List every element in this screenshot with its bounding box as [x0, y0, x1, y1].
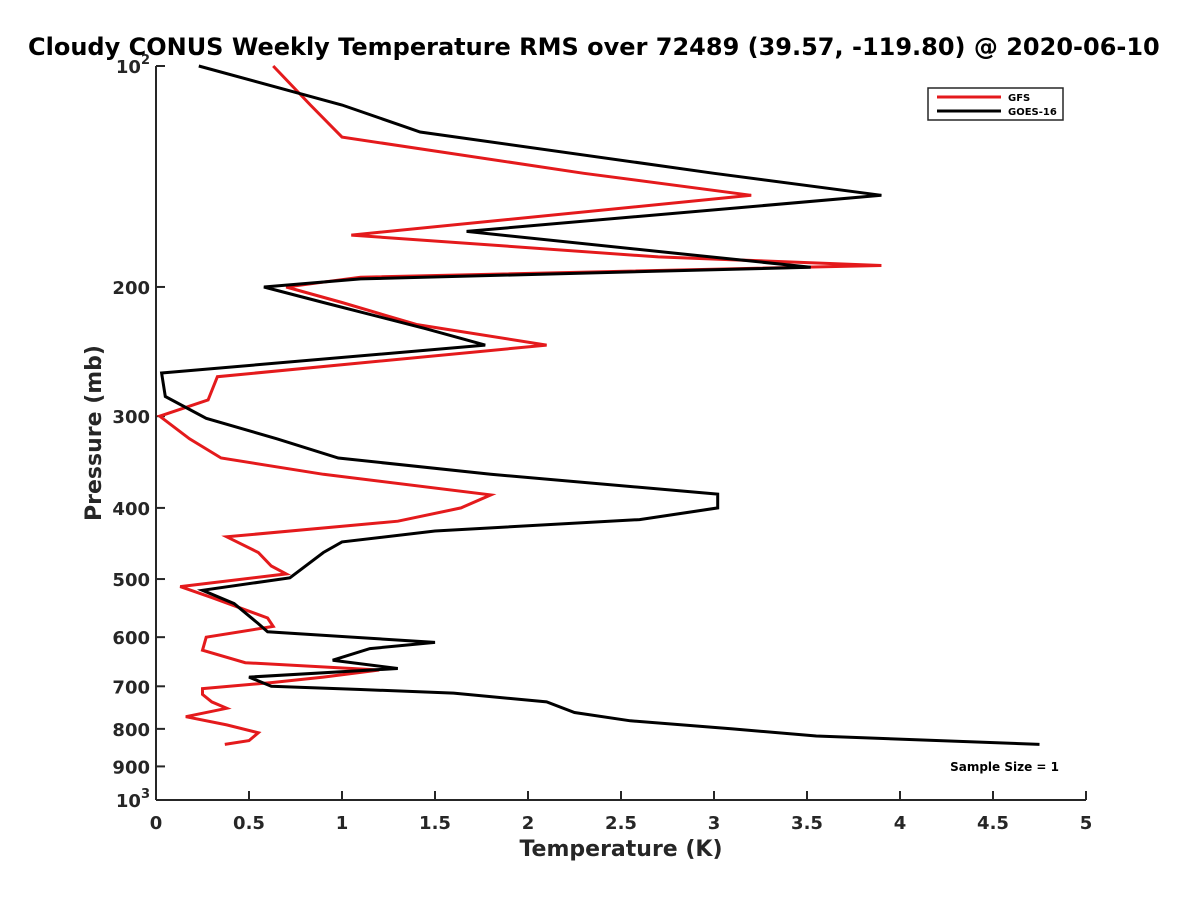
- x-tick-label: 2: [522, 813, 535, 834]
- plot-area: [155, 66, 1086, 801]
- y-axis-label: Pressure (mb): [82, 345, 107, 521]
- x-tick-label: 2.5: [605, 813, 637, 834]
- x-tick-label: 1.5: [419, 813, 451, 834]
- x-tick-label: 3.5: [791, 813, 823, 834]
- x-tick-label: 4.5: [977, 813, 1009, 834]
- y-tick-label: 700: [112, 677, 150, 698]
- y-tick-label: 102: [116, 53, 150, 78]
- series-line-goes-16: [159, 64, 1040, 746]
- x-tick-label: 4: [894, 813, 907, 834]
- y-tick-label: 103: [116, 787, 150, 812]
- y-tick-label: 600: [112, 628, 150, 649]
- x-axis-label: Temperature (K): [519, 837, 722, 862]
- x-tick-label: 1: [336, 813, 349, 834]
- legend-box: [927, 87, 1064, 121]
- y-tick-label: 900: [112, 757, 150, 778]
- y-tick-label: 400: [112, 499, 150, 520]
- y-tick-label: 300: [112, 407, 150, 428]
- legend: GFS GOES-16: [927, 87, 1064, 121]
- y-tick-label: 800: [112, 720, 150, 741]
- x-tick-label: 0: [150, 813, 163, 834]
- x-tick-label: 0.5: [233, 813, 265, 834]
- x-tick-label: 5: [1080, 813, 1093, 834]
- y-axis-ticks: 102 200 300 400 500 600 700 800 900 103: [112, 53, 165, 812]
- sample-size-annotation: Sample Size = 1: [950, 760, 1059, 774]
- series-line-gfs: [156, 64, 882, 746]
- legend-entry-label: GFS: [1008, 93, 1030, 104]
- y-tick-label: 200: [112, 278, 150, 299]
- x-axis-ticks: 0 0.5 1 1.5 2 2.5 3 3.5 4 4.5 5: [150, 791, 1093, 834]
- legend-entry-label: GOES-16: [1008, 107, 1057, 118]
- y-tick-label: 500: [112, 570, 150, 591]
- chart-title: Cloudy CONUS Weekly Temperature RMS over…: [28, 33, 1160, 61]
- series-layer: [156, 64, 1040, 746]
- x-tick-label: 3: [708, 813, 721, 834]
